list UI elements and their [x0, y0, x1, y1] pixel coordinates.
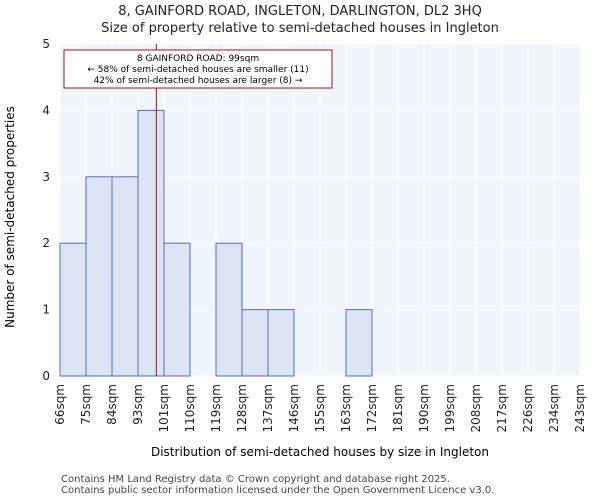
x-tick-label: 243sqm [573, 384, 587, 432]
x-tick-label: 110sqm [183, 384, 197, 432]
x-tick-label: 66sqm [53, 384, 67, 425]
annotation-line-2: ← 58% of semi-detached houses are smalle… [87, 65, 308, 75]
x-tick-label: 226sqm [521, 384, 535, 432]
x-tick-label: 75sqm [79, 384, 93, 425]
x-axis-label: Distribution of semi-detached houses by … [151, 445, 489, 459]
histogram-bar [241, 309, 269, 377]
annotation-line-3: 42% of semi-detached houses are larger (… [94, 76, 303, 86]
x-tick-label: 217sqm [495, 384, 509, 432]
histogram-bar [163, 242, 191, 377]
histogram-bar [345, 309, 373, 377]
x-tick-label: 163sqm [339, 384, 353, 432]
chart-subtitle: Size of property relative to semi-detach… [101, 21, 499, 36]
y-axis-label: Number of semi-detached properties [3, 106, 17, 328]
footer-copyright: Contains HM Land Registry data © Crown c… [61, 474, 450, 485]
histogram-bar [137, 109, 165, 377]
footer-licence: Contains public sector information licen… [61, 485, 495, 496]
property-annotation: 8 GAINFORD ROAD: 99sqm ← 58% of semi-det… [63, 49, 333, 89]
histogram-bar [59, 242, 87, 377]
x-tick-label: 234sqm [547, 384, 561, 432]
x-tick-label: 101sqm [157, 384, 171, 432]
x-tick-label: 128sqm [235, 384, 249, 432]
histogram-bar [111, 176, 139, 377]
histogram-bar [267, 309, 295, 377]
annotation-line-1: 8 GAINFORD ROAD: 99sqm [137, 54, 259, 64]
y-tick-label: 4 [42, 103, 50, 117]
histogram-bar [85, 176, 113, 377]
x-tick-label: 93sqm [131, 384, 145, 425]
chart-title: 8, GAINFORD ROAD, INGLETON, DARLINGTON, … [118, 4, 482, 19]
x-tick-label: 190sqm [417, 384, 431, 432]
x-tick-label: 181sqm [391, 384, 405, 432]
y-tick-label: 1 [42, 303, 50, 317]
x-tick-label: 172sqm [365, 384, 379, 432]
x-tick-label: 119sqm [209, 384, 223, 432]
histogram-bar [215, 242, 243, 377]
y-tick-label: 2 [42, 236, 50, 250]
x-tick-label: 146sqm [287, 384, 301, 432]
y-tick-label: 3 [42, 170, 50, 184]
x-tick-label: 84sqm [105, 384, 119, 425]
y-tick-label: 5 [42, 37, 50, 51]
x-tick-label: 199sqm [443, 384, 457, 432]
x-tick-label: 137sqm [261, 384, 275, 432]
x-tick-label: 155sqm [313, 384, 327, 432]
y-tick-label: 0 [42, 369, 50, 383]
x-tick-label: 208sqm [469, 384, 483, 432]
